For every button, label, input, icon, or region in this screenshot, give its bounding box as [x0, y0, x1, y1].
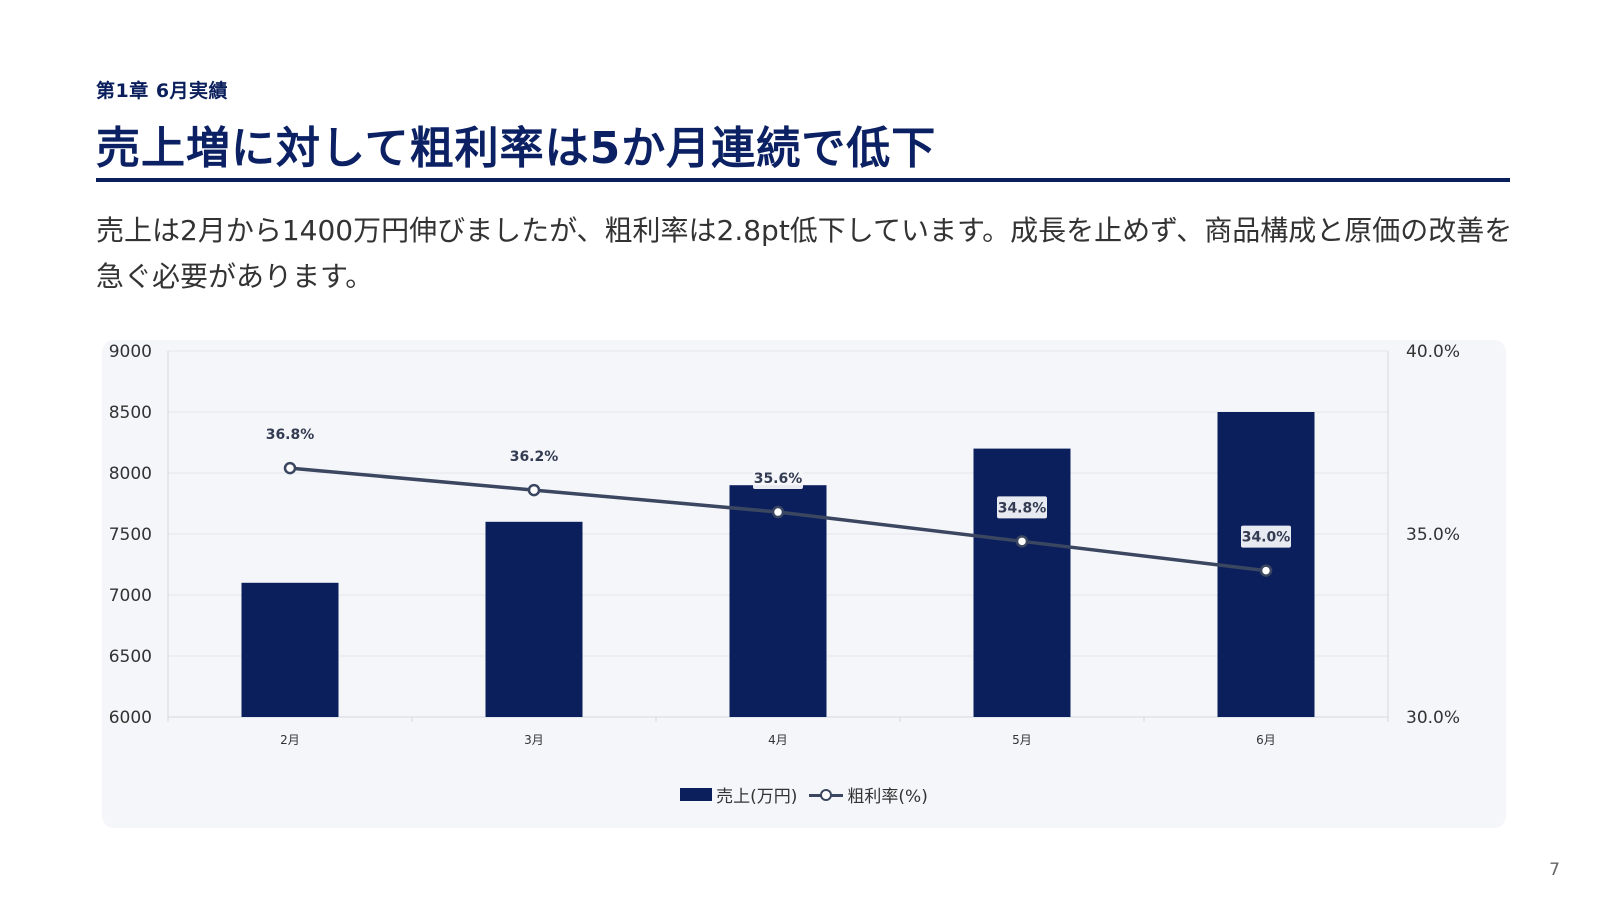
x-tick-label: 4月	[768, 733, 788, 747]
y-left-tick-label: 6000	[109, 708, 152, 728]
data-label-bg	[997, 496, 1047, 519]
page-title: 売上増に対して粗利率は5か月連続で低下	[96, 123, 937, 174]
data-label-bg	[265, 423, 315, 446]
margin-point	[771, 505, 785, 519]
margin-point	[1259, 564, 1273, 577]
y-left-tick-label: 7000	[109, 586, 152, 606]
y-left-tick-label: 8000	[109, 464, 152, 484]
y-right-tick-label: 40.0%	[1406, 342, 1460, 362]
data-label-bg	[753, 467, 803, 490]
body-text: 売上は2月から1400万円伸びましたが、粗利率は2.8pt低下しています。成長を…	[96, 214, 1513, 293]
data-label: 34.0%	[1242, 530, 1291, 546]
y-right-tick-label: 30.0%	[1406, 708, 1460, 728]
chapter-kicker: 第1章 6月実績	[96, 80, 229, 102]
page-number: 7	[1549, 860, 1560, 880]
legend-label-margin: 粗利率(%)	[847, 787, 928, 807]
title-underline	[96, 178, 1510, 182]
bar-2月	[241, 582, 339, 717]
bar-3月	[485, 521, 583, 717]
x-tick-label: 2月	[280, 733, 300, 747]
x-tick-label: 5月	[1012, 733, 1032, 747]
data-label: 36.2%	[510, 449, 559, 465]
margin-point	[283, 461, 297, 475]
combo-chart: 9000 8500 8000 7500 7000 6500 6000 40.0% 35.0% 30…	[109, 342, 1460, 747]
y-right-tick-label: 35.0%	[1406, 525, 1460, 545]
legend-bar-swatch	[680, 788, 713, 801]
chart-panel: 9000 8500 8000 7500 7000 6500 6000 40.0% 35.0% 30…	[102, 340, 1506, 828]
data-label: 34.8%	[998, 500, 1047, 516]
legend-item-margin[interactable]: 粗利率(%)	[809, 782, 928, 807]
margin-point	[527, 483, 541, 497]
y-left-tick-label: 7500	[109, 525, 152, 545]
bar-4月	[729, 485, 827, 717]
x-tick-label: 3月	[524, 733, 544, 747]
data-label-bg	[1241, 525, 1291, 548]
data-label: 36.8%	[266, 427, 315, 443]
y-left-tick-label: 9000	[109, 342, 152, 362]
x-tick-label: 6月	[1256, 733, 1276, 747]
data-label: 35.6%	[754, 471, 803, 487]
margin-point	[1015, 535, 1029, 548]
chart-legend: 売上(万円) 粗利率(%)	[102, 782, 1506, 807]
legend-item-sales[interactable]: 売上(万円)	[680, 782, 797, 807]
y-left-tick-label: 8500	[109, 403, 152, 423]
bar-5月	[973, 448, 1071, 717]
y-left-tick-label: 6500	[109, 647, 152, 667]
legend-label-sales: 売上(万円)	[716, 787, 798, 807]
data-label-bg	[509, 445, 559, 468]
legend-line-swatch	[809, 788, 844, 802]
